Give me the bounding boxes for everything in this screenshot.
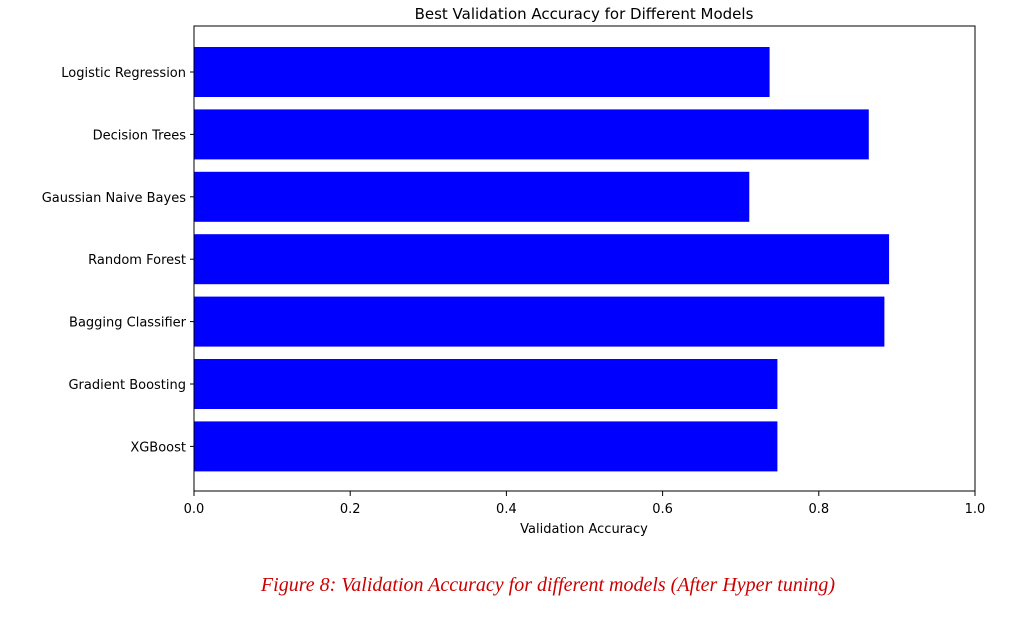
- y-tick-label: XGBoost: [130, 440, 186, 455]
- x-tick-label: 0.0: [184, 502, 205, 517]
- bar-xgboost: [194, 421, 778, 472]
- y-tick-label: Gradient Boosting: [68, 378, 186, 393]
- x-tick-label: 0.2: [340, 502, 361, 517]
- x-axis-label: Validation Accuracy: [520, 522, 648, 537]
- bar-logistic-regression: [194, 47, 770, 97]
- bar-bagging-classifier: [194, 296, 885, 347]
- bar-gradient-boosting: [194, 359, 778, 409]
- y-axis: Logistic Regression Decision Trees Gaussia…: [42, 66, 194, 455]
- y-tick-label: Bagging Classifier: [69, 316, 187, 331]
- x-tick-label: 0.8: [808, 502, 829, 517]
- x-tick-label: 0.6: [652, 502, 673, 517]
- chart-title: Best Validation Accuracy for Different M…: [415, 5, 754, 23]
- y-tick-label: Random Forest: [88, 253, 186, 268]
- y-tick-label: Gaussian Naive Bayes: [42, 191, 186, 206]
- x-tick-label: 1.0: [965, 502, 986, 517]
- bar-random-forest: [194, 234, 890, 285]
- y-tick-label: Logistic Regression: [61, 66, 186, 81]
- x-axis: 0.0 0.2 0.4 0.6 0.8 1.0: [184, 491, 986, 517]
- figure-caption: Figure 8: Validation Accuracy for differ…: [260, 574, 836, 596]
- bar-gaussian-naive-bayes: [194, 171, 750, 222]
- bars-group: [194, 47, 890, 472]
- bar-chart: Best Validation Accuracy for Different M…: [42, 5, 986, 537]
- y-tick-label: Decision Trees: [93, 128, 187, 143]
- x-tick-label: 0.4: [496, 502, 517, 517]
- plot-frame: [193, 25, 976, 492]
- bar-decision-trees: [194, 109, 869, 160]
